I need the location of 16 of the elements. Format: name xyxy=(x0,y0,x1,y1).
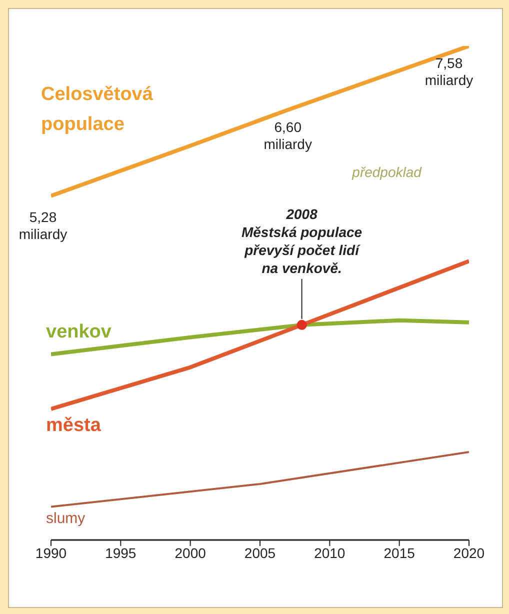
x-tick-label: 1990 xyxy=(35,544,67,561)
x-tick-label: 2010 xyxy=(314,544,346,561)
x-tick-label: 2020 xyxy=(453,544,485,561)
annotation: 2008 Městská populace převyší počet lidí na venkově. xyxy=(241,206,362,276)
data-label: 7,58 miliardy xyxy=(424,55,474,88)
data-label: 5,28 miliardy xyxy=(18,208,68,242)
x-tick-label: 2005 xyxy=(244,544,276,561)
series-label: slumy xyxy=(46,510,86,527)
series-label: Celosvětová populace xyxy=(41,84,154,135)
x-tick-label: 1995 xyxy=(105,544,136,561)
series-label: venkov xyxy=(46,321,112,342)
annotation: předpoklad xyxy=(351,164,423,180)
data-label: 6,60 miliardy xyxy=(264,118,312,152)
series-label: města xyxy=(46,415,102,436)
x-tick-label: 2000 xyxy=(174,544,206,561)
x-tick-label: 2015 xyxy=(384,544,416,561)
